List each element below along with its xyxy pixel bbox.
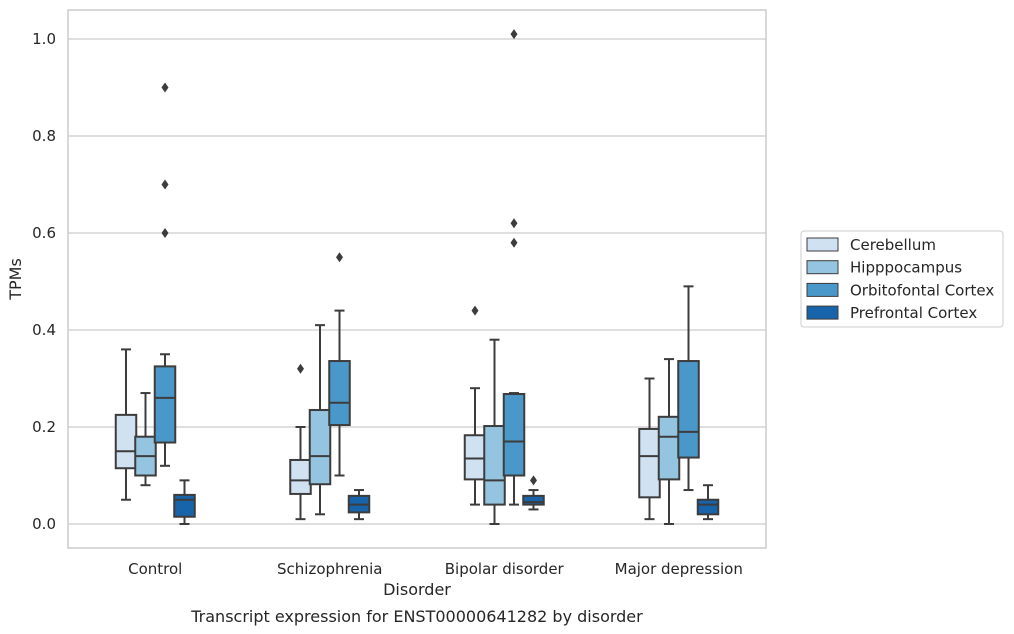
gridlines: [68, 38, 766, 525]
box-body: [502, 393, 526, 477]
box-hipppocampus: [308, 324, 332, 516]
box-cerebellum: [638, 377, 661, 521]
box-body: [463, 434, 487, 481]
outlier-point: [161, 228, 169, 238]
box-hipppocampus: [134, 392, 157, 487]
legend-swatch: [806, 305, 839, 320]
y-tick-label: 0.2: [32, 418, 56, 436]
box-body: [657, 415, 681, 481]
box-body: [308, 409, 332, 486]
y-tick-label: 1.0: [32, 30, 56, 48]
chart-caption: Transcript expression for ENST0000064128…: [190, 607, 643, 626]
x-axis-ticks: Control Schizophrenia Bipolar disorder Majo…: [128, 560, 743, 578]
legend-label: Cerebellum: [850, 236, 936, 254]
box-orbitofontal-cortex: [328, 252, 351, 477]
box-orbitofontal-cortex: [153, 82, 177, 467]
y-tick-label: 0.0: [32, 515, 56, 533]
x-axis-label: Disorder: [383, 580, 451, 599]
legend-label: Hipppocampus: [850, 259, 962, 277]
box-cerebellum: [463, 305, 487, 506]
legend: Cerebellum Hipppocampus Orbitofontal Corte…: [800, 230, 1004, 328]
box-body: [173, 493, 196, 518]
box-orbitofontal-cortex: [677, 285, 700, 492]
x-tick-label: Major depression: [615, 560, 743, 578]
box-body: [677, 360, 700, 459]
box-body: [153, 365, 177, 444]
box-body: [696, 498, 720, 516]
box-prefrontal-cortex: [173, 479, 196, 525]
y-tick-label: 0.4: [32, 321, 56, 339]
box-cerebellum: [289, 363, 312, 521]
box-body: [638, 427, 661, 499]
box-body: [522, 494, 545, 506]
plot-frame: [67, 9, 767, 549]
outlier-point: [510, 218, 518, 229]
box-body: [328, 360, 351, 427]
box-prefrontal-cortex: [522, 475, 545, 511]
box-body: [114, 413, 138, 470]
y-axis-ticks: 0.0 0.2 0.4 0.6 0.8 1.0: [32, 30, 56, 533]
box-hipppocampus: [657, 358, 681, 525]
box-orbitofontal-cortex: [502, 29, 526, 506]
outlier-point: [297, 363, 304, 374]
outlier-point: [510, 237, 518, 248]
outlier-point: [530, 475, 537, 486]
x-tick-label: Bipolar disorder: [445, 560, 565, 578]
box-body: [483, 425, 506, 506]
outlier-point: [161, 179, 169, 190]
y-tick-label: 0.6: [32, 224, 56, 242]
legend-label: Prefrontal Cortex: [850, 304, 977, 322]
outlier-point: [471, 305, 479, 316]
box-cerebellum: [114, 348, 138, 501]
legend-label: Orbitofontal Cortex: [850, 281, 994, 299]
y-axis-label: TPMs: [6, 258, 25, 301]
box-hipppocampus: [483, 338, 506, 525]
legend-swatch: [806, 282, 839, 297]
box-prefrontal-cortex: [347, 489, 371, 521]
outlier-point: [336, 252, 343, 263]
outlier-point: [510, 29, 518, 40]
y-tick-label: 0.8: [32, 127, 56, 145]
box-body: [289, 458, 312, 495]
boxes: [114, 29, 720, 525]
outlier-point: [161, 82, 169, 93]
legend-frame: [800, 230, 1004, 328]
legend-swatch: [806, 260, 839, 275]
box-prefrontal-cortex: [696, 484, 720, 521]
x-tick-label: Control: [128, 560, 182, 578]
x-tick-label: Schizophrenia: [277, 560, 382, 578]
legend-swatch: [806, 237, 839, 252]
